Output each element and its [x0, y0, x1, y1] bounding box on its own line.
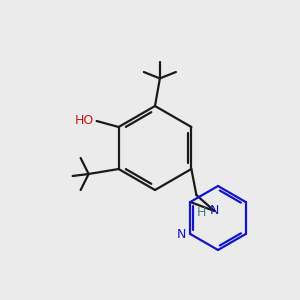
Text: N: N: [177, 227, 186, 241]
Text: N: N: [210, 205, 219, 218]
Text: HO: HO: [74, 115, 94, 128]
Text: H: H: [197, 206, 206, 220]
